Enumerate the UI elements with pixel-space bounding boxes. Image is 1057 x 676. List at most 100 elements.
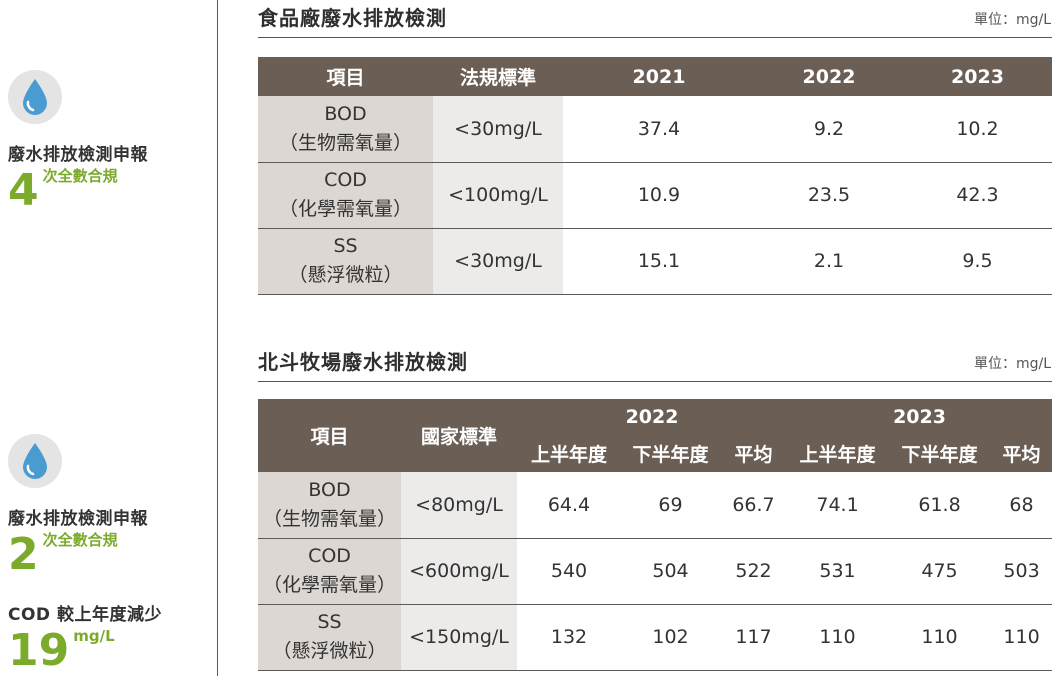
kpi-number: 19 bbox=[8, 625, 70, 676]
kpi-number: 4 bbox=[8, 165, 39, 216]
value-cell: 74.1 bbox=[787, 472, 889, 539]
value-cell: 64.4 bbox=[517, 472, 621, 539]
item-cell: COD （化學需氧量） bbox=[258, 538, 401, 605]
value-cell: 540 bbox=[517, 538, 621, 605]
item-name: COD bbox=[324, 169, 367, 191]
value-cell: 110 bbox=[991, 604, 1053, 671]
standard-cell: <600mg/L bbox=[401, 538, 517, 605]
item-description: （化學需氧量） bbox=[278, 198, 412, 220]
item-description: （化學需氧量） bbox=[262, 574, 396, 596]
value-cell: 102 bbox=[621, 604, 720, 671]
table2-rule bbox=[258, 381, 1052, 382]
subheader-cell: 平均 bbox=[720, 435, 788, 472]
table-row: COD （化學需氧量） <100mg/L 10.9 23.5 42.3 bbox=[258, 162, 1052, 229]
value-cell: 132 bbox=[517, 604, 621, 671]
item-cell: BOD （生物需氧量） bbox=[258, 472, 401, 539]
kpi-label: COD 較上年度減少 bbox=[8, 605, 162, 625]
value-cell: 10.2 bbox=[903, 96, 1052, 163]
item-description: （生物需氧量） bbox=[262, 507, 396, 530]
sidebar: 廢水排放檢測申報 4 次全數合規 廢水排放檢測申報 2 次全數合規 COD 較上… bbox=[0, 0, 217, 676]
item-name: COD bbox=[308, 545, 351, 567]
kpi-value: 19 mg/L bbox=[8, 629, 162, 673]
value-cell: 9.5 bbox=[903, 228, 1052, 295]
standard-cell: <30mg/L bbox=[433, 228, 563, 295]
standard-cell: <100mg/L bbox=[433, 162, 563, 229]
item-name: BOD bbox=[308, 478, 351, 501]
header-cell: 項目 bbox=[258, 57, 433, 96]
standard-cell: <80mg/L bbox=[401, 472, 517, 539]
value-cell: 37.4 bbox=[563, 96, 755, 163]
divider bbox=[217, 0, 218, 676]
value-cell: 69 bbox=[621, 472, 720, 539]
value-cell: 2.1 bbox=[755, 228, 903, 295]
value-cell: 23.5 bbox=[755, 162, 903, 229]
item-description: （懸浮微粒） bbox=[288, 264, 403, 286]
item-cell: SS （懸浮微粒） bbox=[258, 228, 433, 295]
standard-cell: <150mg/L bbox=[401, 604, 517, 671]
value-cell: 531 bbox=[787, 538, 889, 605]
table-row: BOD （生物需氧量） <80mg/L 64.4 69 66.7 74.1 61… bbox=[258, 472, 1053, 539]
value-cell: 503 bbox=[991, 538, 1053, 605]
year-header: 2022 bbox=[517, 399, 788, 435]
year-header: 2023 bbox=[787, 399, 1053, 435]
header-cell: 法規標準 bbox=[433, 57, 563, 96]
value-cell: 117 bbox=[720, 604, 788, 671]
table2-subheader-row: 上半年度 下半年度 平均 上半年度 下半年度 平均 bbox=[258, 435, 1053, 472]
item-cell: BOD （生物需氧量） bbox=[258, 96, 433, 163]
subheader-cell: 下半年度 bbox=[621, 435, 720, 472]
table1: 項目 法規標準 2021 2022 2023 BOD （生物需氧量） <30mg… bbox=[258, 57, 1052, 295]
value-cell: 66.7 bbox=[720, 472, 788, 539]
kpi-compliance-1: 廢水排放檢測申報 4 次全數合規 bbox=[8, 70, 148, 213]
kpi-label: 廢水排放檢測申報 bbox=[8, 145, 148, 165]
table2: 項目 國家標準 2022 2023 上半年度 下半年度 平均 上半年度 下半年度… bbox=[258, 399, 1053, 671]
value-cell: 110 bbox=[888, 604, 992, 671]
table-row: COD （化學需氧量） <600mg/L 540 504 522 531 475… bbox=[258, 538, 1053, 605]
value-cell: 10.9 bbox=[563, 162, 755, 229]
table1-header-row: 項目 法規標準 2021 2022 2023 bbox=[258, 57, 1052, 96]
kpi-label: 廢水排放檢測申報 bbox=[8, 509, 148, 529]
value-cell: 110 bbox=[787, 604, 889, 671]
table-row: SS （懸浮微粒） <30mg/L 15.1 2.1 9.5 bbox=[258, 228, 1052, 295]
kpi-suffix: 次全數合規 bbox=[42, 531, 118, 549]
table1-rule bbox=[258, 37, 1052, 38]
header-cell: 國家標準 bbox=[401, 399, 517, 472]
item-name: SS bbox=[333, 235, 358, 257]
value-cell: 42.3 bbox=[903, 162, 1052, 229]
item-description: （懸浮微粒） bbox=[272, 640, 387, 662]
table2-unit: 單位：mg/L bbox=[973, 356, 1051, 372]
table1-unit: 單位：mg/L bbox=[973, 12, 1051, 28]
subheader-cell: 下半年度 bbox=[888, 435, 992, 472]
kpi-suffix: mg/L bbox=[73, 627, 115, 645]
water-drop-icon bbox=[8, 434, 62, 488]
value-cell: 475 bbox=[888, 538, 992, 605]
header-cell: 2023 bbox=[903, 57, 1052, 96]
table2-title: 北斗牧場廢水排放檢測 bbox=[258, 350, 468, 374]
kpi-number: 2 bbox=[8, 529, 39, 580]
header-cell: 2021 bbox=[563, 57, 755, 96]
item-cell: SS （懸浮微粒） bbox=[258, 604, 401, 671]
value-cell: 504 bbox=[621, 538, 720, 605]
item-description: （生物需氧量） bbox=[278, 131, 412, 154]
value-cell: 522 bbox=[720, 538, 788, 605]
value-cell: 9.2 bbox=[755, 96, 903, 163]
table1-title: 食品廠廢水排放檢測 bbox=[258, 6, 447, 30]
header-cell: 2022 bbox=[755, 57, 903, 96]
water-drop-icon bbox=[8, 70, 62, 124]
kpi-value: 2 次全數合規 bbox=[8, 533, 148, 577]
kpi-value: 4 次全數合規 bbox=[8, 169, 148, 213]
value-cell: 61.8 bbox=[888, 472, 992, 539]
value-cell: 68 bbox=[991, 472, 1053, 539]
table-row: BOD （生物需氧量） <30mg/L 37.4 9.2 10.2 bbox=[258, 96, 1052, 163]
item-name: SS bbox=[317, 611, 342, 633]
value-cell: 15.1 bbox=[563, 228, 755, 295]
kpi-suffix: 次全數合規 bbox=[42, 167, 118, 185]
item-name: BOD bbox=[324, 102, 367, 125]
subheader-cell: 上半年度 bbox=[517, 435, 621, 472]
kpi-cod-reduction: COD 較上年度減少 19 mg/L bbox=[8, 600, 162, 673]
subheader-cell: 平均 bbox=[991, 435, 1053, 472]
table-row: SS （懸浮微粒） <150mg/L 132 102 117 110 110 1… bbox=[258, 604, 1053, 671]
subheader-cell: 上半年度 bbox=[787, 435, 889, 472]
kpi-compliance-2: 廢水排放檢測申報 2 次全數合規 bbox=[8, 434, 148, 577]
item-cell: COD （化學需氧量） bbox=[258, 162, 433, 229]
table2-header-row: 項目 國家標準 2022 2023 bbox=[258, 399, 1053, 472]
